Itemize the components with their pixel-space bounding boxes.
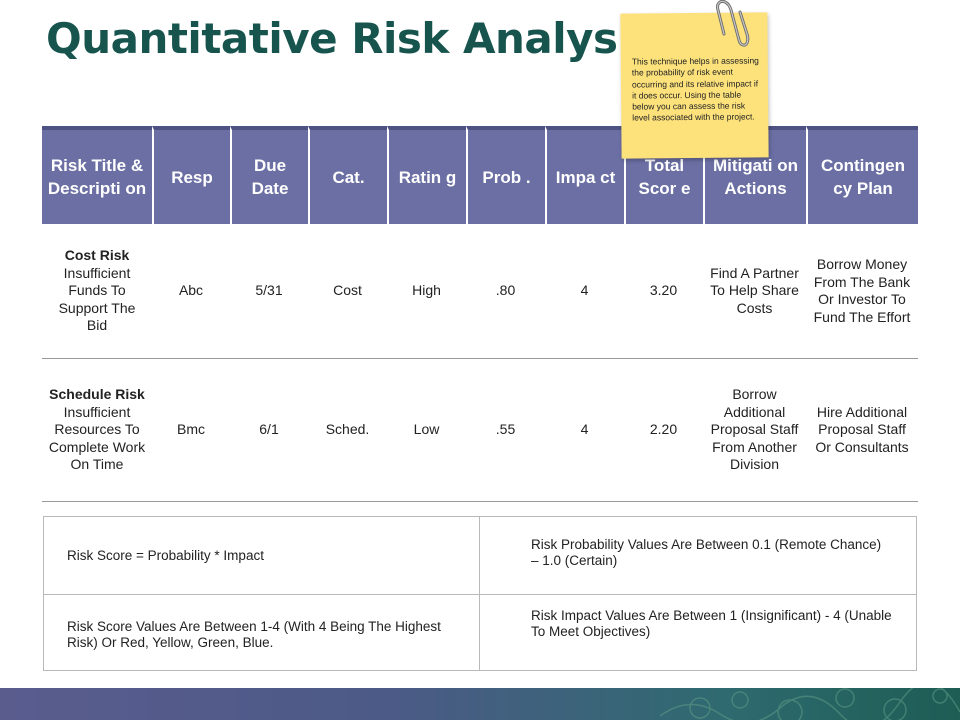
resp-cell: Abc <box>152 224 230 359</box>
total-score-cell: 2.20 <box>624 359 703 502</box>
prob-cell: .55 <box>466 359 545 502</box>
table-row: Cost Risk Insufficient Funds To Support … <box>42 224 918 359</box>
due-date-cell: 6/1 <box>230 359 308 502</box>
total-score-cell: 3.20 <box>624 224 703 359</box>
page-title: Quantitative Risk Analysis <box>46 14 656 63</box>
notes-grid: Risk Score = Probability * Impact Risk P… <box>43 516 917 671</box>
paperclip-icon <box>716 0 750 47</box>
risk-score-formula-note: Risk Score = Probability * Impact <box>67 547 264 563</box>
impact-range-note: Risk Impact Values Are Between 1 (Insign… <box>479 594 916 670</box>
resp-cell: Bmc <box>152 359 230 502</box>
due-date-cell: 5/31 <box>230 224 308 359</box>
sticky-note-text: This technique helps in assessing the pr… <box>631 55 759 124</box>
impact-cell: 4 <box>545 359 624 502</box>
risk-description: Insufficient Funds To Support The Bid <box>58 264 136 334</box>
header-prob: Prob . <box>466 126 545 224</box>
risk-title: Cost Risk <box>64 247 130 264</box>
mitigation-cell: Find A Partner To Help Share Costs <box>703 224 806 359</box>
risk-title: Schedule Risk <box>49 386 145 403</box>
prob-cell: .80 <box>466 224 545 359</box>
rating-cell: High <box>387 224 466 359</box>
category-cell: Cost <box>308 224 387 359</box>
score-range-note: Risk Score Values Are Between 1-4 (With … <box>44 594 479 670</box>
risk-title-cell: Schedule Risk Insufficient Resources To … <box>42 359 152 502</box>
category-cell: Sched. <box>308 359 387 502</box>
risk-title-cell: Cost Risk Insufficient Funds To Support … <box>42 224 152 359</box>
impact-cell: 4 <box>545 224 624 359</box>
header-impact: Impa ct <box>545 126 624 224</box>
header-risk-title: Risk Title & Descripti on <box>42 126 152 224</box>
contingency-cell: Borrow Money From The Bank Or Investor T… <box>806 224 918 359</box>
risk-description: Insufficient Resources To Complete Work … <box>48 403 146 473</box>
header-rating: Ratin g <box>387 126 466 224</box>
header-contingency: Contingen cy Plan <box>806 126 918 224</box>
risk-analysis-table: Risk Title & Descripti on Resp Due Date … <box>42 126 918 502</box>
footer-pattern <box>660 688 960 720</box>
footer-band <box>0 688 960 720</box>
table-row: Schedule Risk Insufficient Resources To … <box>42 359 918 502</box>
header-due-date: Due Date <box>230 126 308 224</box>
contingency-cell: Hire Additional Proposal Staff Or Consul… <box>806 359 918 502</box>
probability-range-note: Risk Probability Values Are Between 0.1 … <box>479 517 916 594</box>
table-header-row: Risk Title & Descripti on Resp Due Date … <box>42 126 918 224</box>
rating-cell: Low <box>387 359 466 502</box>
mitigation-cell: Borrow Additional Proposal Staff From An… <box>703 359 806 502</box>
header-category: Cat. <box>308 126 387 224</box>
header-resp: Resp <box>152 126 230 224</box>
